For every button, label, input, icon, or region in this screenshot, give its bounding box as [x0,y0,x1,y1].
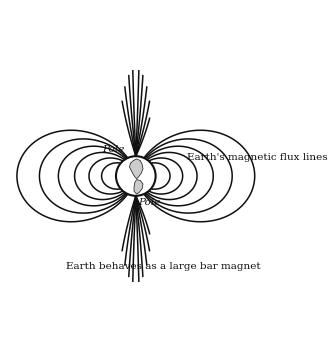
Text: Pole: Pole [103,145,125,155]
Text: Earth behaves as a large bar magnet: Earth behaves as a large bar magnet [66,262,260,271]
Text: Earth's magnetic flux lines: Earth's magnetic flux lines [187,153,328,163]
Circle shape [116,156,156,196]
Polygon shape [130,159,143,179]
Text: Pole: Pole [138,197,161,207]
Polygon shape [134,180,143,194]
